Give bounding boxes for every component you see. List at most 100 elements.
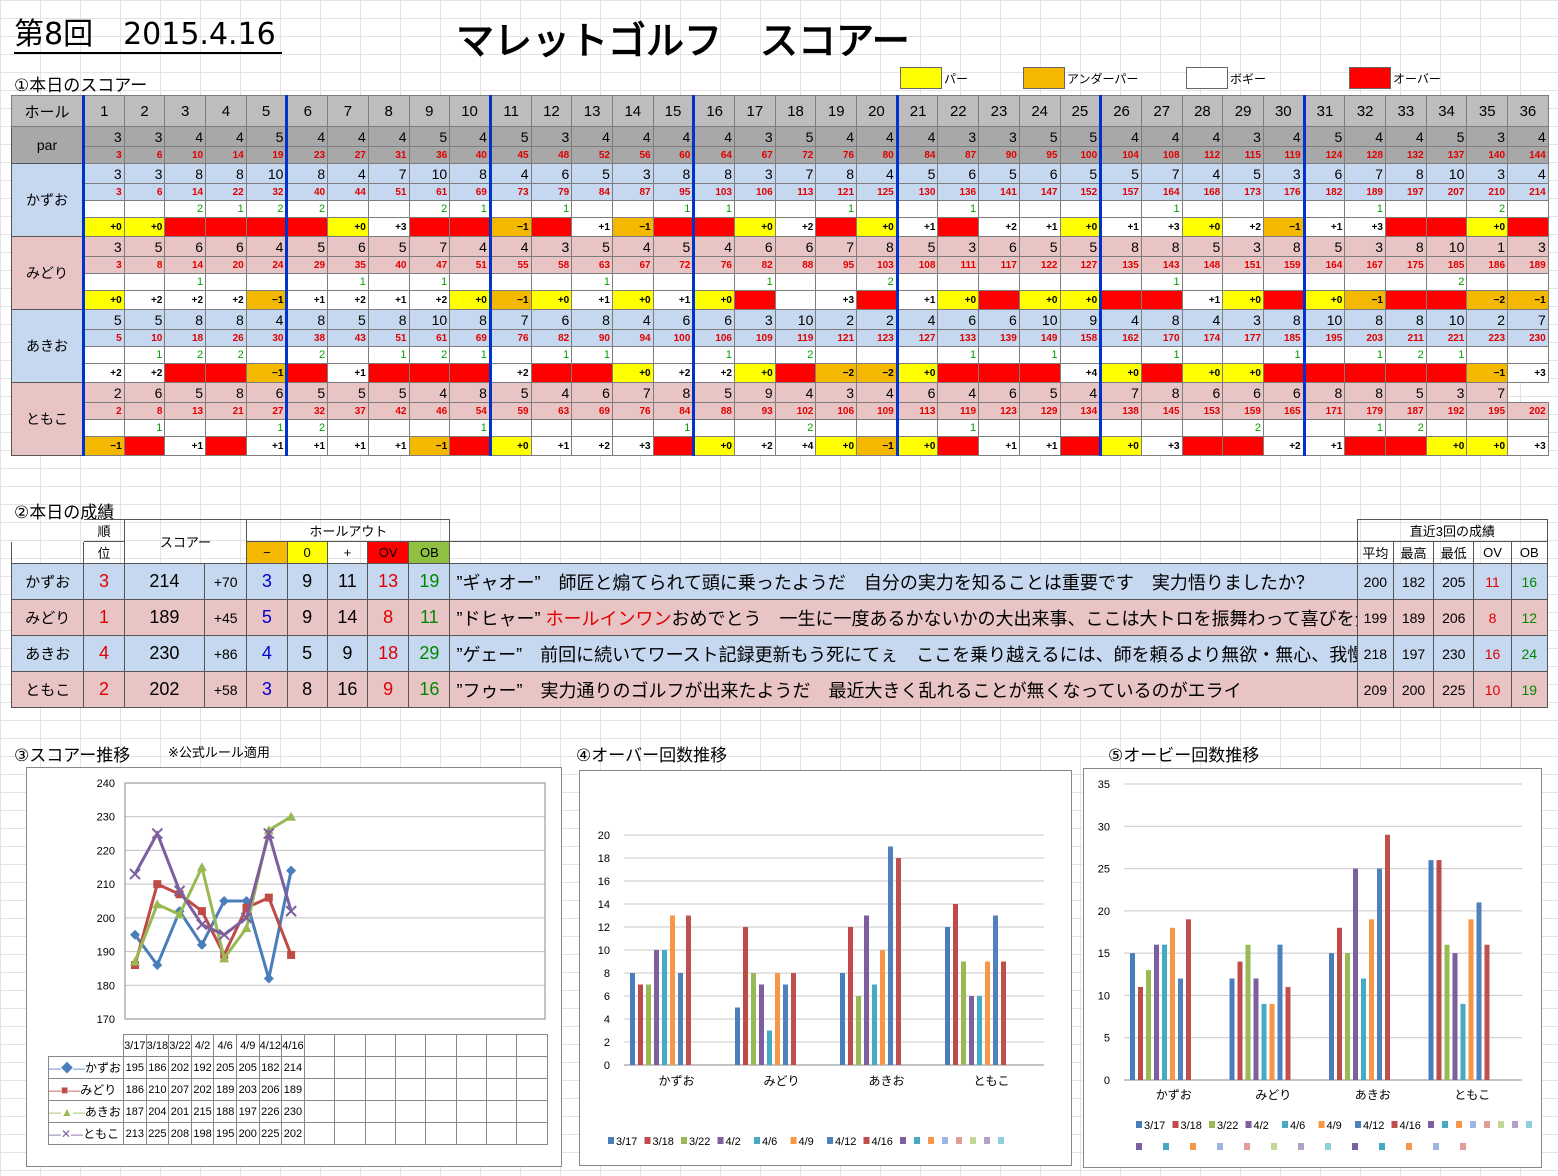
hole-status — [774, 290, 817, 310]
hole-status — [652, 436, 695, 456]
ob-count — [652, 273, 695, 291]
cumulative-score: 185 — [1425, 256, 1468, 274]
ob-count — [815, 273, 858, 291]
ob-count — [1466, 273, 1509, 291]
hole-strokes: 6 — [530, 163, 573, 184]
hole-status — [1507, 217, 1549, 237]
hole-strokes: 4 — [611, 309, 654, 330]
ob-count — [205, 273, 247, 291]
date-label: 3/18 — [145, 1034, 170, 1057]
par-value: 5 — [774, 126, 817, 147]
legend-label: ボギー — [1230, 72, 1267, 86]
ob-count — [1059, 273, 1102, 291]
par-cumulative: 40 — [449, 146, 491, 164]
cumulative-score: 20 — [205, 256, 247, 274]
legend-swatch — [1282, 1121, 1288, 1128]
par-cumulative: 87 — [937, 146, 980, 164]
ob-count — [123, 273, 166, 291]
legend-swatch — [644, 1137, 651, 1144]
legend-swatch — [1186, 67, 1228, 89]
ob-total: 11 — [408, 599, 451, 636]
ob-count — [1507, 273, 1549, 291]
hole-status — [978, 290, 1020, 310]
bar — [1385, 834, 1390, 1080]
hole-strokes: 7 — [1099, 382, 1142, 403]
legend-swatch — [1136, 1143, 1142, 1150]
ob-count: 2 — [774, 419, 817, 437]
hole-strokes: 5 — [123, 309, 166, 330]
hole-strokes: 8 — [692, 163, 735, 184]
hole-strokes: 8 — [1344, 382, 1386, 403]
hole-strokes: 8 — [449, 309, 491, 330]
data-point — [196, 939, 207, 950]
ob-count — [245, 273, 288, 291]
hole-status: −1 — [856, 436, 898, 456]
hole-strokes: 4 — [245, 236, 288, 257]
hole-status — [1262, 363, 1305, 383]
hole-strokes: 3 — [530, 236, 573, 257]
hole-status — [164, 363, 207, 383]
recent-avg: 209 — [1356, 671, 1394, 708]
cumulative-score: 22 — [205, 183, 247, 201]
hole-status — [978, 363, 1020, 383]
ob-count: 1 — [652, 419, 695, 437]
legend-swatch — [1349, 67, 1391, 89]
hole-status: +4 — [1059, 363, 1102, 383]
date-label: 4/6 — [213, 1034, 237, 1057]
total-score: 202 — [123, 671, 206, 708]
cumulative-score: 173 — [1222, 183, 1264, 201]
hole-status: +2 — [1222, 217, 1264, 237]
series-line-1 — [133, 870, 293, 979]
hole-status: −1 — [611, 217, 654, 237]
hole-strokes: 5 — [692, 382, 735, 403]
recent-ov: 10 — [1473, 671, 1512, 708]
ob-count — [449, 273, 491, 291]
ob-count — [1466, 346, 1509, 364]
hole-strokes: 3 — [82, 236, 125, 257]
hole-strokes: 8 — [367, 309, 410, 330]
legend-swatch — [1433, 1143, 1439, 1150]
par-value: 3 — [1222, 126, 1264, 147]
y-tick-label: 5 — [1104, 1033, 1110, 1045]
cumulative-score: 202 — [1507, 402, 1549, 420]
cumulative-score: 88 — [692, 402, 735, 420]
hole-strokes: 3 — [1222, 309, 1264, 330]
data-point — [196, 862, 207, 872]
par-cumulative: 84 — [895, 146, 939, 164]
cumulative-score: 174 — [1181, 329, 1224, 347]
hole-strokes: 6 — [1302, 163, 1346, 184]
legend-swatch — [914, 1137, 920, 1144]
legend-swatch — [754, 1137, 760, 1144]
cumulative-score: 129 — [1018, 402, 1061, 420]
hole-status — [164, 217, 207, 237]
hole-status: +0 — [734, 363, 776, 383]
cumulative-score: 141 — [978, 183, 1020, 201]
ob-count — [530, 419, 573, 437]
bar — [1369, 919, 1374, 1080]
hole-status: +1 — [1302, 217, 1346, 237]
recent-max: 200 — [1392, 671, 1435, 708]
y-tick-label: 0 — [604, 1060, 610, 1072]
ob-count — [488, 346, 532, 364]
cumulative-score: 10 — [123, 329, 166, 347]
ob-count — [895, 273, 939, 291]
cumulative-score: 214 — [1507, 183, 1549, 201]
cumulative-score: 18 — [164, 329, 207, 347]
cumulative-score: 127 — [895, 329, 939, 347]
data-point — [218, 929, 230, 941]
hole-strokes: 5 — [1222, 163, 1264, 184]
hole-status — [815, 217, 858, 237]
y-tick-label: 2 — [604, 1037, 610, 1049]
hole-status — [408, 217, 451, 237]
ob-count — [1466, 419, 1509, 437]
par-cumulative: 119 — [1262, 146, 1305, 164]
ob-count — [1222, 200, 1264, 218]
cumulative-score: 87 — [611, 183, 654, 201]
date-label: 3/17 — [122, 1034, 147, 1057]
cumulative-score: 2 — [82, 402, 125, 420]
ob-count — [1018, 273, 1061, 291]
bar — [1138, 986, 1143, 1080]
comment-highlight: ホールインワン — [545, 608, 672, 629]
hole-strokes: 6 — [937, 163, 980, 184]
hole-status: +2 — [164, 290, 207, 310]
